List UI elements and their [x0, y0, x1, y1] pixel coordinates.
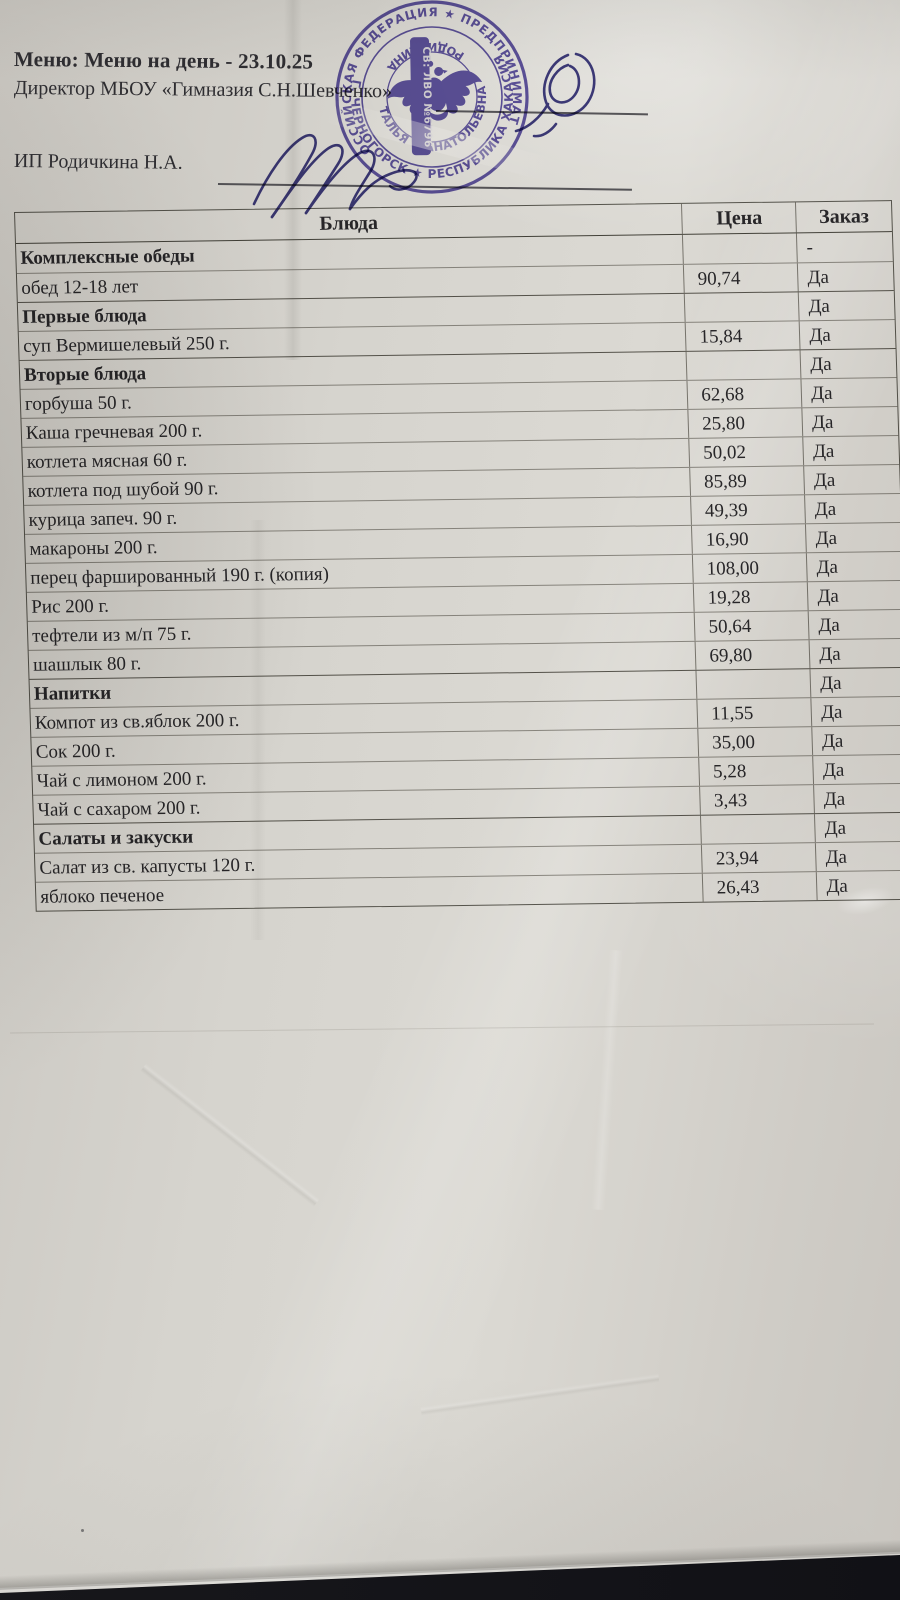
cell-order: Да: [797, 262, 894, 292]
cell-price: 19,28: [693, 582, 808, 612]
cell-order: Да: [815, 841, 900, 872]
cell-order: Да: [801, 406, 899, 437]
cell-price: 50,02: [688, 437, 804, 467]
cell-order: Да: [806, 580, 900, 611]
cell-order: Да: [797, 291, 895, 321]
cell-price: 35,00: [697, 727, 813, 757]
cell-order: Да: [807, 609, 900, 640]
cell-order: Да: [814, 812, 900, 843]
stamp-banner: СВ: ЛВО №6796: [410, 37, 434, 156]
stamp-outer-ring: [335, 0, 529, 194]
column-header-order: Заказ: [795, 201, 892, 233]
ink-speck: [81, 1529, 84, 1532]
cell-price: 62,68: [686, 379, 802, 409]
paper-crease: [590, 949, 624, 1211]
cell-price: 16,90: [691, 524, 807, 554]
cell-price: 25,80: [687, 408, 803, 438]
round-stamp: ★ РОССИЙСКАЯ ФЕДЕРАЦИЯ ★ ПРЕДПРИНИМАТЕЛЬ…: [332, 0, 531, 194]
director-signature: [514, 52, 596, 138]
menu-table-body: Комплексные обеды - обед 12-18 лет 90,74…: [16, 232, 900, 911]
menu-table: Блюда Цена Заказ Комплексные обеды - обе…: [14, 200, 900, 912]
cell-price: 5,28: [698, 756, 814, 786]
vendor-signature: [252, 133, 418, 219]
stamp-middle-ring: [361, 26, 503, 168]
cell-price: 3,43: [699, 785, 815, 815]
cell-order: Да: [810, 696, 900, 727]
cell-order: Да: [808, 638, 900, 669]
cell-price: 49,39: [690, 495, 806, 525]
cell-price: 108,00: [692, 553, 807, 583]
cell-price: 23,94: [701, 843, 816, 873]
cell-order: Да: [806, 551, 900, 582]
faint-print-line: [10, 1023, 874, 1034]
cell-order: Да: [812, 754, 900, 785]
cell-price: [686, 350, 801, 380]
cell-order: Да: [815, 870, 900, 901]
cell-order: Да: [811, 725, 900, 756]
menu-title: Меню: Меню на день - 23.10.25: [13, 47, 314, 74]
cell-order: Да: [809, 667, 900, 698]
cell-price: 90,74: [683, 263, 798, 293]
cell-order: -: [796, 232, 893, 263]
cell-order: Да: [813, 783, 900, 814]
cell-price: [700, 814, 816, 844]
cell-order: Да: [799, 349, 897, 379]
cell-order: Да: [805, 522, 900, 553]
cell-price: [682, 233, 798, 264]
cell-price: 15,84: [685, 321, 800, 351]
vendor-line: ИП Родичкина Н.А.: [13, 150, 183, 174]
cell-price: 11,55: [696, 698, 812, 728]
cell-order: Да: [802, 435, 900, 466]
cell-price: 26,43: [702, 872, 817, 902]
cell-order: Да: [800, 378, 898, 408]
paper-crease: [140, 1063, 320, 1207]
cell-price: 50,64: [694, 611, 809, 641]
column-header-price: Цена: [681, 202, 797, 234]
cell-price: 85,89: [689, 466, 805, 496]
cell-price: [684, 292, 799, 322]
stamp-banner-text: СВ: ЛВО №6796: [420, 46, 434, 147]
cell-price: [695, 669, 811, 699]
cell-order: Да: [804, 493, 900, 524]
paper-crease: [420, 1373, 660, 1416]
cell-order: Да: [798, 320, 896, 350]
cell-order: Да: [803, 464, 900, 495]
cell-price: 69,80: [695, 640, 810, 670]
